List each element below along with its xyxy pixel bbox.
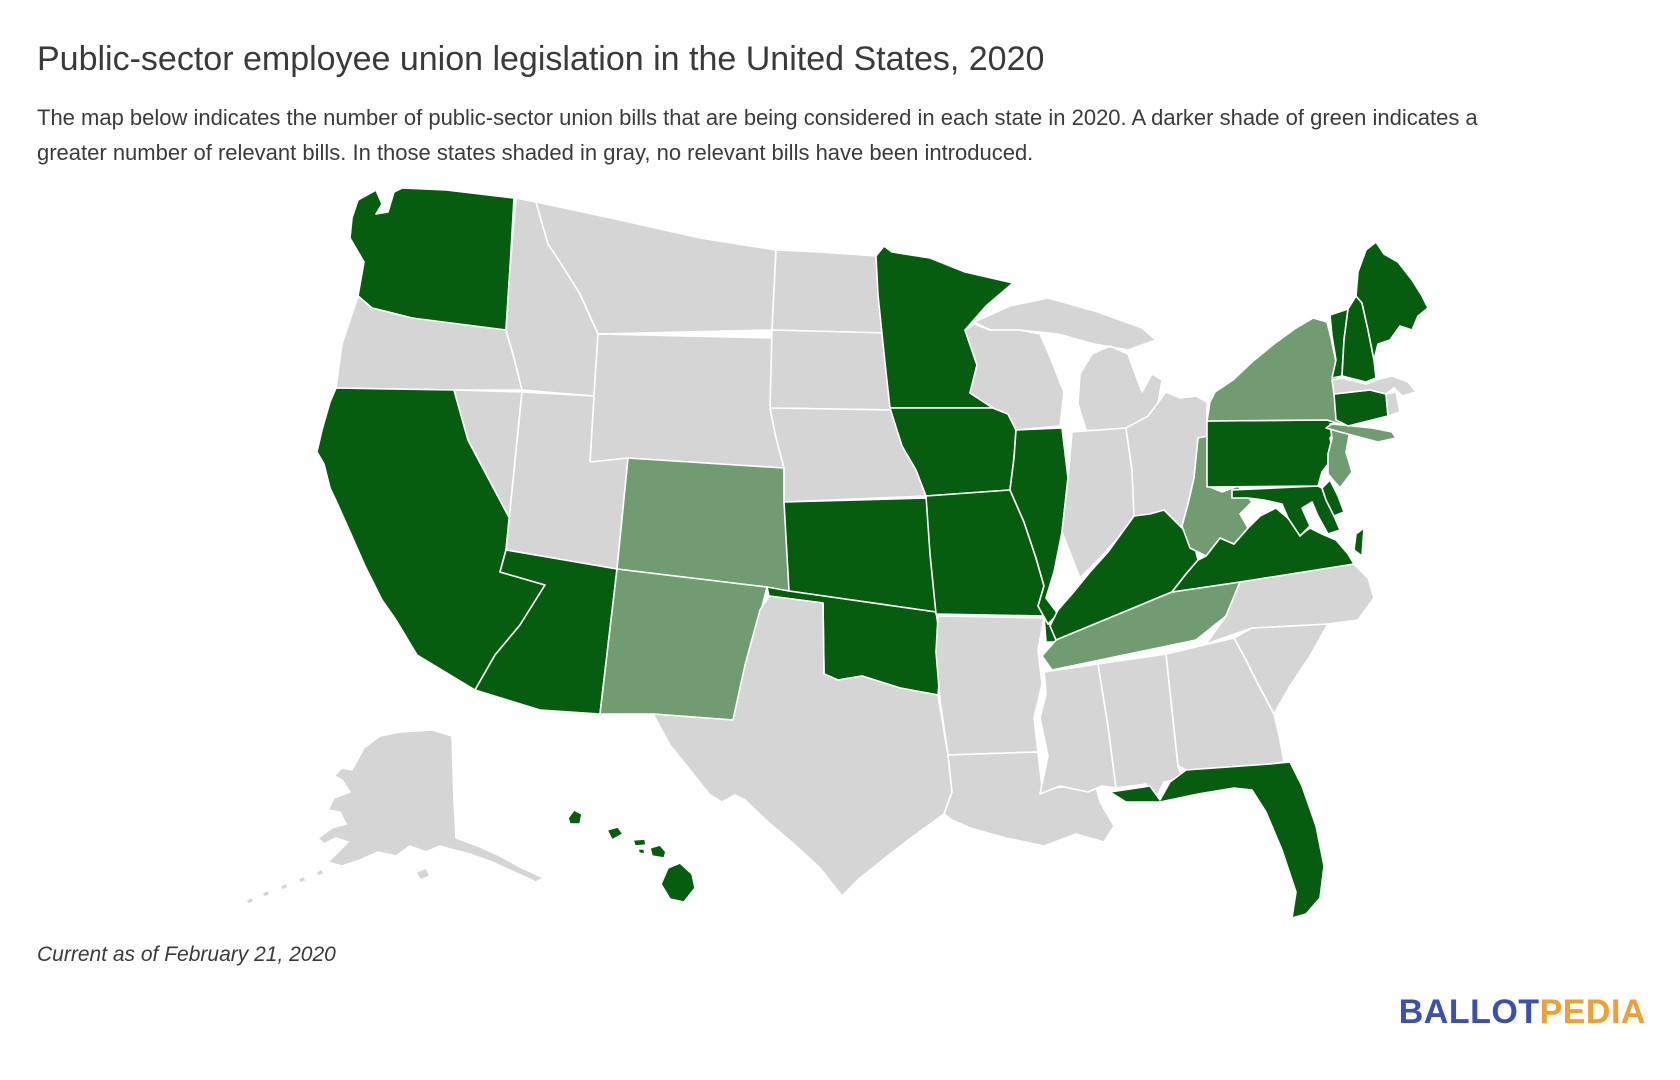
current-as-of-note: Current as of February 21, 2020: [37, 943, 336, 966]
ballotpedia-logo: BALLOTPEDIA: [1399, 993, 1646, 1032]
state-hawaii: [567, 809, 696, 903]
state-north-dakota: [771, 249, 887, 334]
state-pennsylvania: [1206, 419, 1341, 488]
state-delaware: [1321, 479, 1345, 517]
state-north-carolina: [1205, 563, 1375, 645]
state-massachusetts: [1331, 375, 1417, 397]
state-south-dakota: [769, 329, 894, 411]
state-louisiana: [943, 751, 1115, 847]
state-texas: [652, 595, 953, 897]
state-colorado: [616, 457, 790, 592]
state-alaska: [245, 729, 545, 905]
state-connecticut: [1333, 389, 1389, 427]
state-rhode-island: [1385, 391, 1401, 417]
state-montana: [535, 201, 777, 335]
ballotpedia-logo-ballot: BALLOT: [1398, 993, 1540, 1031]
states-group: [245, 187, 1429, 919]
state-south-carolina: [1233, 623, 1329, 715]
page-title: Public-sector employee union legislation…: [37, 40, 1045, 78]
state-arkansas: [935, 615, 1045, 756]
state-maine: [1355, 241, 1429, 361]
state-virginia: [1171, 507, 1365, 593]
ballotpedia-logo-pedia: PEDIA: [1539, 993, 1646, 1031]
state-west-virginia: [1181, 435, 1253, 557]
state-florida: [1109, 761, 1325, 919]
state-wyoming: [589, 333, 785, 469]
map-description: The map below indicates the number of pu…: [37, 105, 1478, 165]
